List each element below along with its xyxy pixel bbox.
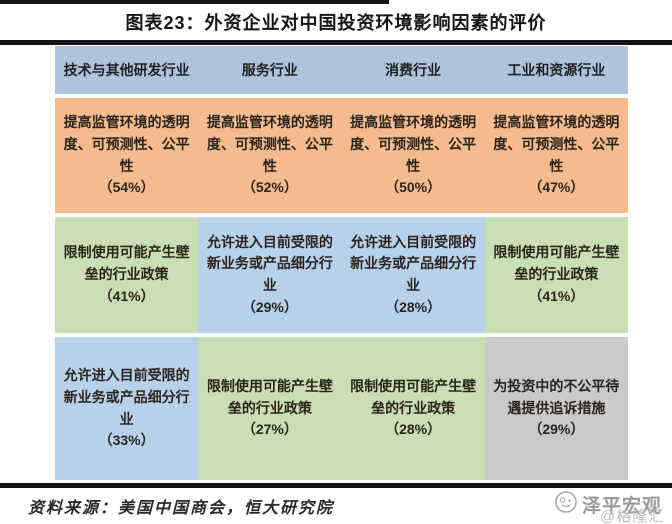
grid-cell-r2c3: 允许进入目前受限的新业务或产品细分行业 （28%） <box>341 217 485 333</box>
factor-percent: （52%） <box>241 179 298 196</box>
grid-cell-r2c4: 限制使用可能产生壁垒的行业政策 （41%） <box>484 217 628 333</box>
factor-percent: （41%） <box>98 287 155 304</box>
factor-percent: （33%） <box>98 432 155 449</box>
column-header-services: 服务行业 <box>198 46 342 94</box>
factor-percent: （28%） <box>385 421 442 438</box>
grid-cell-r1c1: 提高监管环境的透明度、可预测性、公平性 （54%） <box>55 98 199 213</box>
factor-text: 限制使用可能产生壁垒的行业政策 <box>206 377 333 416</box>
zeping-macro-logo-icon <box>555 491 577 513</box>
figure-title: 图表23：外资企业对中国投资环境影响因素的评价 <box>125 13 547 33</box>
factor-text: 提高监管环境的透明度、可预测性、公平性 <box>350 114 477 174</box>
grid-cell-r3c3: 限制使用可能产生壁垒的行业政策 （28%） <box>341 337 485 480</box>
factor-text: 允许进入目前受限的新业务或产品细分行业 <box>63 367 190 427</box>
column-header-industrial: 工业和资源行业 <box>484 46 628 94</box>
grid-cell-r3c1: 允许进入目前受限的新业务或产品细分行业 （33%） <box>55 337 199 480</box>
factor-percent: （29%） <box>241 298 298 315</box>
brand-name-text: 泽平宏观 <box>582 496 663 517</box>
factor-percent: （27%） <box>241 421 298 438</box>
footer-divider-rule <box>0 483 672 488</box>
factor-text: 允许进入目前受限的新业务或产品细分行业 <box>350 233 477 293</box>
factor-text: 提高监管环境的透明度、可预测性、公平性 <box>206 114 333 174</box>
grid-cell-r2c2: 允许进入目前受限的新业务或产品细分行业 （29%） <box>198 217 342 333</box>
column-header-tech: 技术与其他研发行业 <box>55 46 199 94</box>
factor-text: 限制使用可能产生壁垒的行业政策 <box>350 377 477 416</box>
grid-cell-r3c2: 限制使用可能产生壁垒的行业政策 （27%） <box>198 337 342 480</box>
factor-percent: （28%） <box>385 298 442 315</box>
factor-text: 提高监管环境的透明度、可预测性、公平性 <box>63 114 190 174</box>
grid-cell-r2c1: 限制使用可能产生壁垒的行业政策 （41%） <box>55 217 199 333</box>
factor-text: 允许进入目前受限的新业务或产品细分行业 <box>206 233 333 293</box>
grid-cell-r1c2: 提高监管环境的透明度、可预测性、公平性 （52%） <box>198 98 342 213</box>
column-header-consumer: 消费行业 <box>341 46 485 94</box>
factor-percent: （54%） <box>98 179 155 196</box>
top-border-fragment <box>0 0 389 4</box>
data-source-note: 资料来源：美国中国商会，恒大研究院 <box>28 500 335 517</box>
grid-cell-r1c4: 提高监管环境的透明度、可预测性、公平性 （47%） <box>484 98 628 213</box>
factor-text: 为投资中的不公平待遇提供追诉措施 <box>493 377 620 416</box>
platform-handle-text: @格隆汇 <box>600 508 665 524</box>
title-divider-rule <box>0 40 672 45</box>
factor-text: 提高监管环境的透明度、可预测性、公平性 <box>493 114 620 174</box>
factor-text: 限制使用可能产生壁垒的行业政策 <box>493 244 620 283</box>
factor-percent: （29%） <box>528 421 585 438</box>
factor-percent: （47%） <box>528 179 585 196</box>
evaluation-matrix: 技术与其他研发行业 服务行业 消费行业 工业和资源行业 提高监管环境的透明度、可… <box>55 46 628 480</box>
factor-percent: （50%） <box>385 179 442 196</box>
publisher-watermark: 泽平宏观 @格隆汇 <box>548 488 668 524</box>
factor-text: 限制使用可能产生壁垒的行业政策 <box>63 244 190 283</box>
grid-cell-r1c3: 提高监管环境的透明度、可预测性、公平性 （50%） <box>341 98 485 213</box>
grid-cell-r3c4: 为投资中的不公平待遇提供追诉措施 （29%） <box>484 337 628 480</box>
factor-percent: （41%） <box>528 287 585 304</box>
